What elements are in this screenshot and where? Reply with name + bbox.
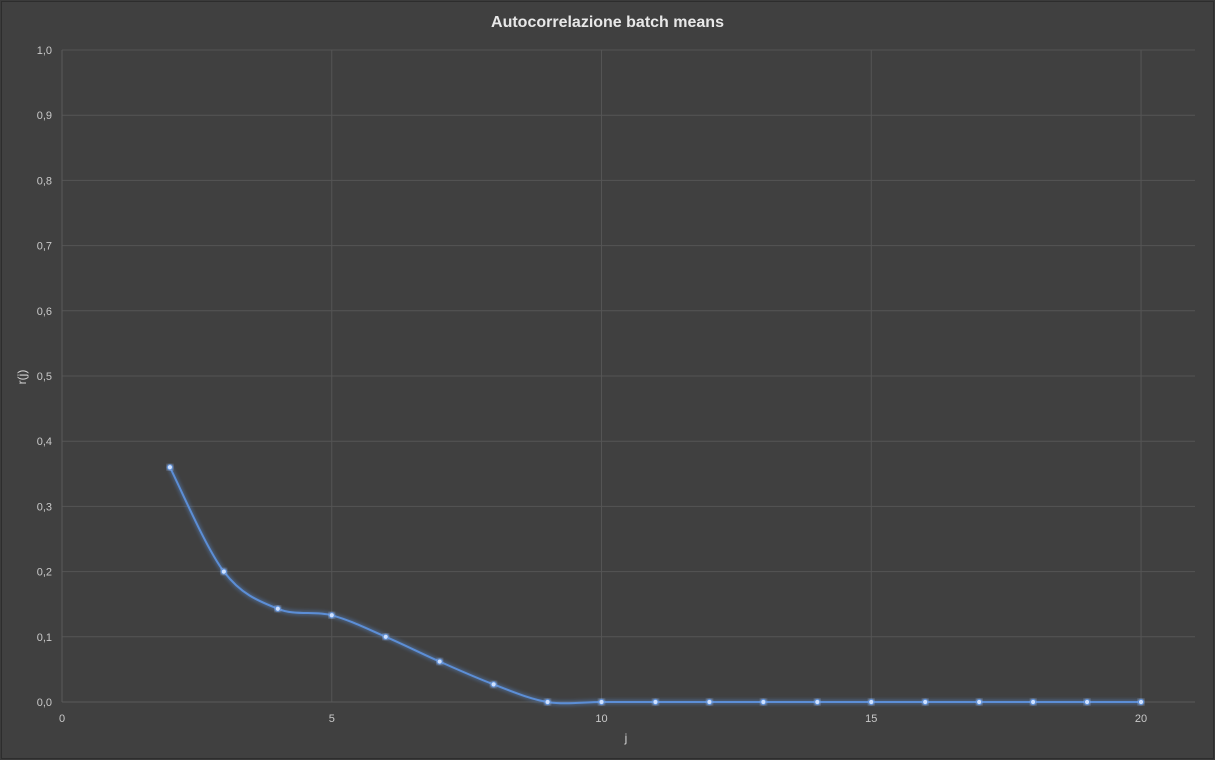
y-tick-label: 0,2 bbox=[37, 567, 52, 579]
data-point bbox=[922, 698, 929, 706]
data-point bbox=[274, 605, 281, 612]
y-tick-label: 0,0 bbox=[37, 697, 52, 709]
data-point bbox=[490, 681, 497, 688]
gridlines bbox=[61, 49, 1195, 703]
series-autocorrelation bbox=[169, 466, 1142, 705]
series-line bbox=[169, 466, 1142, 705]
data-point bbox=[382, 633, 389, 640]
y-tick-label: 0,3 bbox=[37, 501, 52, 513]
data-point bbox=[166, 464, 174, 471]
x-tick-label: 20 bbox=[1135, 713, 1147, 725]
y-tick-label: 0,1 bbox=[37, 632, 52, 644]
data-point bbox=[976, 698, 983, 706]
y-tick-label: 0,5 bbox=[37, 371, 52, 383]
data-point bbox=[436, 658, 443, 665]
y-tick-label: 0,4 bbox=[37, 436, 52, 448]
data-point bbox=[328, 612, 335, 619]
data-point bbox=[1030, 698, 1037, 706]
x-tick-label: 5 bbox=[329, 713, 335, 725]
y-tick-label: 0,6 bbox=[37, 306, 52, 318]
x-tick-label: 0 bbox=[59, 713, 65, 725]
x-tick-label: 10 bbox=[595, 713, 607, 725]
data-point bbox=[652, 698, 659, 706]
y-tick-label: 0,9 bbox=[37, 110, 52, 122]
y-tick-label: 1,0 bbox=[37, 45, 52, 57]
x-axis-label: j bbox=[624, 731, 628, 745]
data-point bbox=[1083, 698, 1091, 706]
axes: 0,0 0,1 0,2 0,3 0,4 0,5 0,6 0,7 0,8 0,9 1,0 0 5 10 15 2… bbox=[37, 45, 1195, 725]
y-tick-label: 0,8 bbox=[37, 175, 52, 187]
data-point bbox=[544, 698, 551, 706]
chart-title: Autocorrelazione batch means bbox=[491, 14, 724, 31]
data-point bbox=[598, 698, 605, 706]
x-tick-label: 15 bbox=[865, 713, 877, 725]
data-point bbox=[814, 698, 821, 706]
data-point bbox=[868, 698, 875, 706]
y-axis-label: r(j) bbox=[15, 370, 29, 385]
data-points bbox=[166, 464, 1145, 706]
data-point bbox=[220, 568, 227, 575]
data-point bbox=[706, 698, 713, 706]
data-point bbox=[1137, 698, 1145, 706]
data-point bbox=[760, 698, 767, 706]
y-tick-label: 0,7 bbox=[37, 241, 52, 253]
